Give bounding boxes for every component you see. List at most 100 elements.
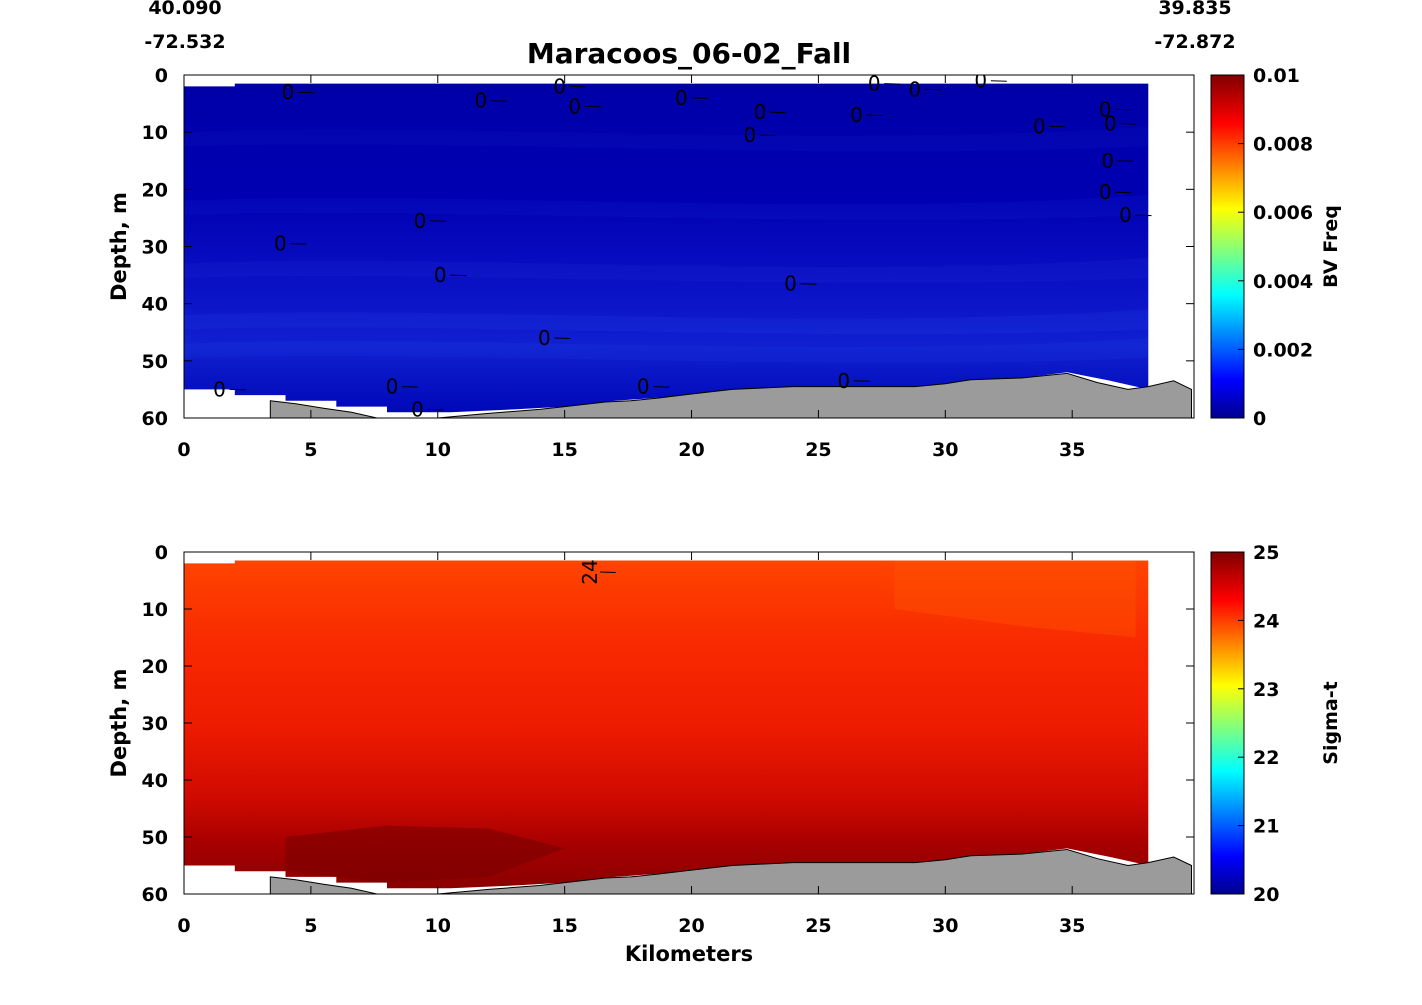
contour-line xyxy=(1117,160,1134,162)
field-band xyxy=(184,257,1149,283)
contour-label: 24 xyxy=(578,559,602,584)
field-band xyxy=(184,126,1149,152)
contour-line xyxy=(924,88,941,91)
contour-line xyxy=(554,337,571,339)
contour-line xyxy=(450,274,467,277)
chart-title: Maracoos_06-02_Fall xyxy=(527,37,851,70)
contour-line xyxy=(290,243,307,245)
contour-label: 0 xyxy=(744,123,757,147)
contour-label: 0 xyxy=(568,94,581,118)
x-tick-label: 20 xyxy=(678,915,704,937)
contour-line xyxy=(800,283,817,285)
contour-label: 0 xyxy=(386,375,399,399)
x-tick-label: 35 xyxy=(1059,915,1085,937)
contour-label: 0 xyxy=(1101,149,1114,173)
contour-line xyxy=(653,386,670,388)
colorbar-label: Sigma-t xyxy=(1320,681,1342,764)
x-tick-label: 0 xyxy=(177,915,190,937)
y-tick-label: 60 xyxy=(142,408,168,430)
contour-label: 0 xyxy=(837,369,850,393)
contour-label: 0 xyxy=(1099,97,1112,121)
x-tick-label: 0 xyxy=(177,439,190,461)
contour-line xyxy=(1115,108,1132,111)
start-longitude: -72.532 xyxy=(144,31,225,53)
contour-label: 0 xyxy=(1099,180,1112,204)
contour-label: 0 xyxy=(909,77,922,101)
contour-label: 0 xyxy=(213,377,226,401)
colorbar-tick-label: 0.01 xyxy=(1253,65,1300,87)
contour-label: 0 xyxy=(850,103,863,127)
y-tick-label: 0 xyxy=(155,65,168,87)
contour-line xyxy=(1135,214,1152,217)
y-tick-label: 20 xyxy=(142,179,168,201)
colorbar xyxy=(1210,551,1245,895)
contour-line xyxy=(584,105,601,108)
end-latitude: 39.835 xyxy=(1158,0,1231,19)
contour-line xyxy=(429,220,447,222)
contour-line xyxy=(770,111,787,114)
contour-label: 0 xyxy=(754,100,767,124)
y-tick-label: 0 xyxy=(155,542,168,564)
x-axis-label: Kilometers xyxy=(625,942,753,966)
sigma-t-panel: 24 0 5 10 15 20 25 30 35 0 10 20 30 40 50 60 Depth, m Kil… xyxy=(107,542,1342,966)
contour-label: 0 xyxy=(274,232,287,256)
colorbar-tick-label: 0.004 xyxy=(1253,271,1313,293)
y-tick-label: 50 xyxy=(142,827,168,849)
colorbar-tick-label: 25 xyxy=(1253,542,1279,564)
contour-line xyxy=(569,85,586,88)
contour-label: 0 xyxy=(1119,203,1132,227)
y-axis-label: Depth, m xyxy=(107,192,131,301)
contour-label: 0 xyxy=(1033,114,1046,138)
x-tick-label: 25 xyxy=(805,915,831,937)
contour-label: 0 xyxy=(868,72,881,96)
y-tick-label: 40 xyxy=(142,294,168,316)
bathymetry xyxy=(269,372,1192,418)
y-axis-label: Depth, m xyxy=(107,669,131,778)
colorbar-tick-label: 0.006 xyxy=(1253,202,1313,224)
contour-label: 0 xyxy=(282,80,295,104)
contour-line xyxy=(427,408,444,411)
colorbar-tick-label: 0.008 xyxy=(1253,134,1313,156)
contour-line xyxy=(866,114,883,116)
x-tick-label: 10 xyxy=(425,439,451,461)
contour-line xyxy=(1049,125,1066,128)
contour-line xyxy=(490,100,507,102)
x-tick-label: 5 xyxy=(304,915,317,937)
contour-line xyxy=(990,80,1007,82)
y-tick-label: 40 xyxy=(142,770,168,792)
x-tick-label: 35 xyxy=(1059,439,1085,461)
field-band xyxy=(184,337,1149,363)
x-tick-label: 25 xyxy=(805,439,831,461)
contour-label: 0 xyxy=(675,86,688,110)
contour-label: 0 xyxy=(411,397,424,421)
contour-label: 0 xyxy=(637,375,650,399)
x-tick-label: 30 xyxy=(932,439,958,461)
start-latitude: 40.090 xyxy=(148,0,221,19)
contour-label: 0 xyxy=(974,69,987,93)
contour-line xyxy=(884,83,901,85)
x-tick-label: 15 xyxy=(551,915,577,937)
bv-freq-field xyxy=(184,83,1149,413)
field-band xyxy=(184,309,1149,335)
colorbar-label: BV Freq xyxy=(1320,205,1342,288)
x-tick-label: 20 xyxy=(678,439,704,461)
contour-label: 0 xyxy=(553,74,566,98)
y-tick-label: 50 xyxy=(142,351,168,373)
contour-line xyxy=(599,571,617,573)
end-longitude: -72.872 xyxy=(1154,31,1235,53)
contour-label: 0 xyxy=(475,89,488,113)
contour-line xyxy=(297,91,315,94)
contour-label: 0 xyxy=(414,209,427,233)
contour-line xyxy=(229,388,246,391)
colorbar-tick-label: 22 xyxy=(1253,747,1279,769)
contour-line xyxy=(691,97,708,99)
y-tick-label: 20 xyxy=(142,656,168,678)
contour-label: 0 xyxy=(784,272,797,296)
contour-line xyxy=(853,380,870,382)
light-water-patch xyxy=(894,560,1136,638)
colorbar-tick-label: 0 xyxy=(1253,408,1266,430)
x-tick-label: 5 xyxy=(304,439,317,461)
x-tick-label: 30 xyxy=(932,915,958,937)
